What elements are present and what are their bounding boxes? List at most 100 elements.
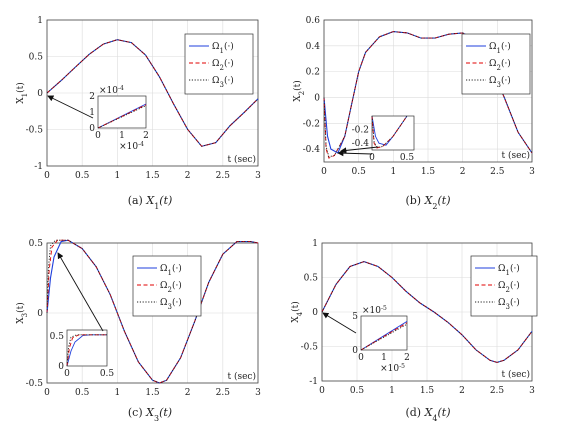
legend-entry-sub: 2 [167,286,171,294]
legend-entry-arg: (·) [172,297,182,308]
zoom-arrow [57,252,104,332]
inset-x-tick-label: 0 [64,369,70,379]
x-tick-label: 2.5 [216,388,231,398]
x-axis-label: t (sec) [502,150,531,161]
panel-caption-arg: (t) [159,194,172,207]
inset-x-tick-label: 0 [358,353,364,363]
y-tick-label: 0.4 [306,42,321,52]
x-tick-label: 0.5 [352,167,367,177]
inset-y-tick-label: 5 [352,312,358,322]
inset-x-tick-label: 0.5 [400,153,415,163]
panel-caption-sub: 3 [154,414,159,423]
legend-entry-arg: (·) [510,297,520,308]
legend-entry-main: Ω [498,264,505,274]
x-tick-label: 0 [44,171,50,181]
y-tick-label: 0.2 [306,68,320,78]
legend-entry-sub: 3 [505,303,509,311]
x-tick-label: 3 [529,167,535,177]
x-tick-label: 0 [319,386,325,396]
panel-caption-arg: (t) [159,406,172,419]
legend-entry-sub: 1 [496,47,500,55]
x-tick-label: 1 [114,388,120,398]
inset-x-tick-label: 0 [95,131,101,141]
inset-y-exponent-power: -5 [381,305,387,312]
panel-caption-sub: 4 [432,414,437,423]
legend-entry-2: Ω2(·) [212,58,234,72]
inset-y-exponent-power: -4 [118,85,124,92]
y-axis-label-main: X [291,316,301,323]
legend-entry-arg: (·) [172,263,182,274]
y-tick-label: 0.5 [304,274,319,284]
legend-entry-sub: 2 [505,286,509,294]
inset-frame [97,95,147,129]
zoom-arrow-secondary [337,150,373,157]
zoom-arrow [47,95,94,119]
x-tick-label: 2.5 [216,171,231,181]
inset-series-line-3 [97,105,147,129]
legend-entry-arg: (·) [224,58,234,69]
inset-y-exponent-base: ×10 [99,86,118,96]
panel-caption: (b) X2(t) [405,194,450,211]
inset-y-tick-label: 0 [58,362,64,372]
legend-entry-sub: 2 [219,64,223,72]
legend-entry-sub: 1 [219,47,223,55]
legend-entry-main: Ω [212,59,219,69]
legend-entry-arg: (·) [510,263,520,274]
inset-y-tick-label: 0 [89,124,95,134]
inset-frame [360,315,408,351]
legend-box [470,255,538,317]
x-axis-label: t (sec) [228,154,257,165]
panel-caption-label: (d) [405,406,424,419]
legend-box [184,33,254,95]
legend-entry-main: Ω [489,42,496,52]
legend-entry-3: Ω3(·) [212,75,234,89]
y-axis-label-sub: 1 [21,93,29,97]
legend-entry-1: Ω1(·) [212,41,234,55]
x-tick-label: 1.5 [145,388,160,398]
inset-series-line-3 [371,115,408,148]
y-axis-label-main: X [16,317,26,324]
panel-caption: (d) X4(t) [405,406,450,423]
series-line-3 [46,39,259,147]
y-tick-label: 1 [312,239,318,249]
x-tick-label: 2.5 [490,167,505,177]
series-line-1 [321,261,533,363]
y-axis-label-arg: (t) [15,82,26,93]
y-axis-label-sub: 2 [298,91,306,95]
inset-y-tick-label: 2 [89,92,95,102]
legend-entry-3: Ω3(·) [160,297,182,311]
zoom-arrow [340,146,379,154]
y-tick-label: -0.2 [303,119,320,129]
inset-x-exponent-base: ×10 [380,364,399,374]
inset-y-tick-label: 1 [89,108,95,118]
x-axis-label: t (sec) [228,371,257,382]
inset-x-exponent-power: -4 [138,141,144,148]
legend-entry-main: Ω [498,298,505,308]
legend-entry-arg: (·) [224,41,234,52]
series-line-2 [46,239,259,384]
x-tick-label: 1 [390,167,396,177]
legend-entry-sub: 3 [219,81,223,89]
legend-entry-main: Ω [160,264,167,274]
y-tick-label: 0.5 [29,53,44,63]
y-tick-label: 0 [314,93,320,103]
legend-entry-arg: (·) [172,280,182,291]
legend-entry-arg: (·) [501,58,511,69]
y-axis-label-sub: 4 [296,311,304,316]
legend-entry-arg: (·) [501,41,511,52]
y-tick-label: 0 [37,309,43,319]
inset-y-tick-label: 0.5 [50,332,65,342]
panel-caption-sub: 1 [154,202,159,211]
panel-caption-var: X [145,194,155,207]
legend-entry-main: Ω [498,281,505,291]
inset-y-exponent-base: ×10 [362,306,381,316]
x-tick-label: 2 [185,388,191,398]
inset-y-exponent: ×10-4 [99,85,124,97]
inset-x-tick-label: 0 [369,153,375,163]
legend-entry-3: Ω3(·) [498,297,520,311]
legend-entry-main: Ω [212,76,219,86]
y-axis-label-arg: (t) [15,302,26,313]
legend-entry-main: Ω [212,42,219,52]
chart-panel-1: 0 0.5 1 1.5 2 2.5 310.50-0.5-1t (sec)X1(t)Ω1(·… [15,16,261,211]
chart-panel-2: 0 0.5 1 1.5 2 2.5 30.60.40.20-0.2-0.4t (sec)X2… [292,16,535,211]
